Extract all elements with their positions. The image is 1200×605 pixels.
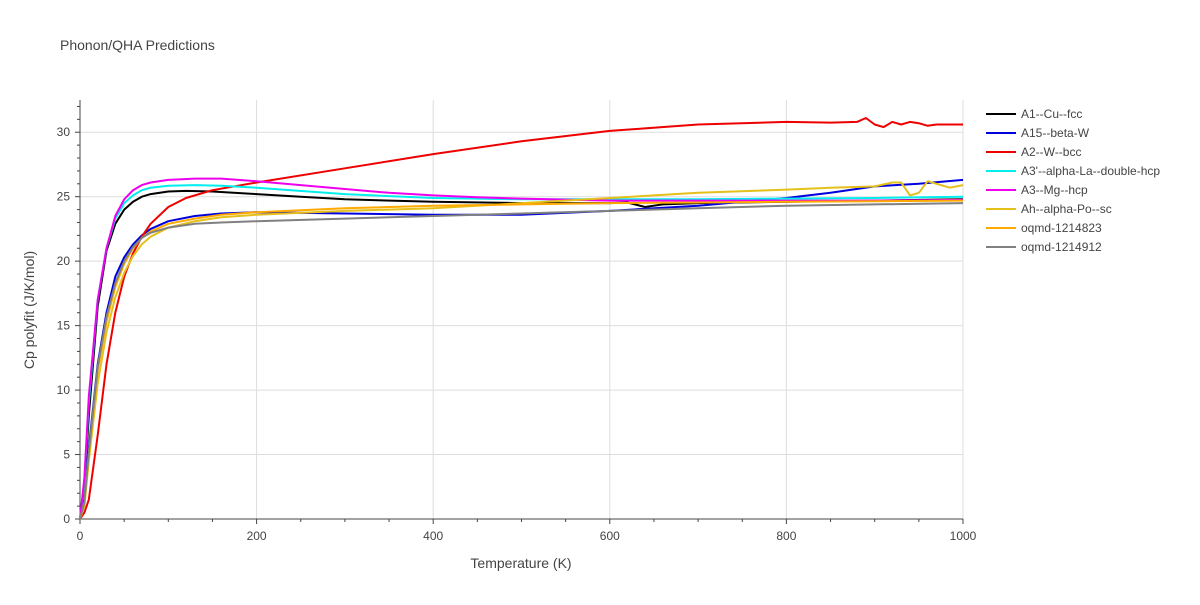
x-tick-label: 200 xyxy=(247,529,267,543)
legend-label: A15--beta-W xyxy=(1021,126,1090,140)
legend[interactable]: A1--Cu--fcc A15--beta-W A2--W--bcc A3'--alp… xyxy=(986,107,1160,254)
legend-label: Ah--alpha-Po--sc xyxy=(1021,202,1112,216)
axes xyxy=(75,100,964,524)
series-line-7[interactable] xyxy=(79,202,964,520)
legend-item-4[interactable]: A3--Mg--hcp xyxy=(986,183,1088,197)
y-tick-label: 5 xyxy=(63,448,70,462)
legend-item-6[interactable]: oqmd-1214823 xyxy=(986,221,1102,235)
x-tick-label: 1000 xyxy=(950,529,977,543)
y-tick-label: 0 xyxy=(63,512,70,526)
legend-item-0[interactable]: A1--Cu--fcc xyxy=(986,107,1082,121)
x-tick-label: 800 xyxy=(776,529,796,543)
x-tick-label: 400 xyxy=(423,529,443,543)
chart-title: Phonon/QHA Predictions xyxy=(60,37,215,53)
y-axis-label: Cp polyfit (J/K/mol) xyxy=(21,251,37,369)
y-tick-label: 25 xyxy=(57,190,71,204)
x-axis-label: Temperature (K) xyxy=(470,555,571,571)
y-tick-labels: 0 5 10 15 20 25 30 xyxy=(57,125,71,526)
series-line-2[interactable] xyxy=(79,117,963,520)
series-line-5[interactable] xyxy=(79,180,964,520)
series-lines xyxy=(79,117,964,520)
legend-item-3[interactable]: A3'--alpha-La--double-hcp xyxy=(986,164,1160,178)
x-tick-labels: 0 200 400 600 800 1000 xyxy=(77,529,977,543)
legend-item-1[interactable]: A15--beta-W xyxy=(986,126,1090,140)
y-tick-label: 15 xyxy=(57,319,71,333)
legend-label: A2--W--bcc xyxy=(1021,145,1081,159)
series-line-4[interactable] xyxy=(79,177,964,520)
legend-label: oqmd-1214823 xyxy=(1021,221,1102,235)
grid-lines xyxy=(80,100,964,519)
y-tick-label: 30 xyxy=(57,125,71,139)
legend-label: oqmd-1214912 xyxy=(1021,240,1102,254)
legend-label: A3--Mg--hcp xyxy=(1021,183,1088,197)
x-tick-label: 0 xyxy=(77,529,84,543)
legend-item-2[interactable]: A2--W--bcc xyxy=(986,145,1081,159)
legend-label: A1--Cu--fcc xyxy=(1021,107,1082,121)
x-tick-label: 600 xyxy=(600,529,620,543)
y-tick-label: 10 xyxy=(57,383,71,397)
legend-label: A3'--alpha-La--double-hcp xyxy=(1021,164,1160,178)
legend-item-5[interactable]: Ah--alpha-Po--sc xyxy=(986,202,1112,216)
y-tick-label: 20 xyxy=(57,254,71,268)
legend-item-7[interactable]: oqmd-1214912 xyxy=(986,240,1102,254)
